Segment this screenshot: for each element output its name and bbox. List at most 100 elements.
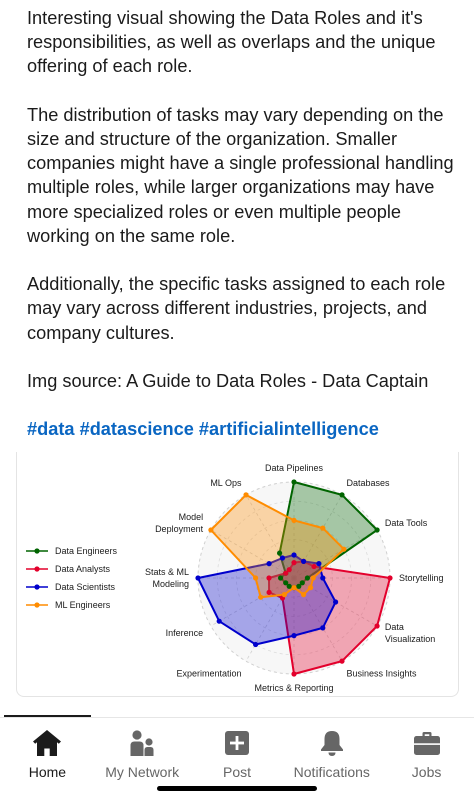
bell-icon xyxy=(320,731,343,756)
radar-axis-label: Metrics & Reporting xyxy=(254,683,333,693)
radar-data-point xyxy=(308,585,314,591)
radar-spoke xyxy=(293,577,343,662)
radar-data-point xyxy=(320,525,326,531)
radar-axis-label: Storytelling xyxy=(399,573,444,583)
radar-chart: Data Pipelines Databases Data Tools Storyte… xyxy=(26,463,444,693)
legend-marker xyxy=(34,548,40,554)
nav-notifications[interactable]: Notifications xyxy=(284,718,379,799)
radar-data-point xyxy=(299,580,305,586)
radar-spoke xyxy=(210,577,295,627)
radar-axis-label: Model Deployment xyxy=(155,512,204,534)
radar-data-point xyxy=(320,575,326,581)
radar-data-point xyxy=(283,570,289,576)
legend-marker xyxy=(34,566,40,572)
radar-data-point xyxy=(387,575,393,581)
radar-data-point xyxy=(286,567,292,573)
radar-data-point xyxy=(341,546,347,552)
legend-marker xyxy=(34,584,40,590)
radar-data-point xyxy=(339,658,345,664)
radar-data-point xyxy=(266,589,272,595)
hashtag-link[interactable]: #artificialintelligence xyxy=(198,419,379,440)
radar-data-point xyxy=(301,592,307,598)
post-paragraph: Additionally, the specific tasks assigne… xyxy=(27,274,446,343)
nav-post[interactable]: Post xyxy=(190,718,285,799)
post-image[interactable]: Data Pipelines Databases Data Tools Storyte… xyxy=(16,452,459,697)
radar-data-point xyxy=(278,575,284,581)
radar-axis-label: Business Insights xyxy=(347,669,418,679)
nav-label: My Network xyxy=(105,764,180,780)
radar-data-point xyxy=(283,580,289,586)
radar-data-point xyxy=(291,479,297,485)
radar-data-point xyxy=(316,561,322,567)
post-paragraph: The distribution of tasks may vary depen… xyxy=(27,104,454,246)
radar-data-point xyxy=(253,575,259,581)
nav-label: Notifications xyxy=(293,764,370,780)
nav-label: Home xyxy=(28,764,67,780)
radar-axis-label: Inference xyxy=(166,628,204,638)
radar-data-point xyxy=(279,555,286,561)
radar-data-point xyxy=(277,550,283,556)
radar-data-point xyxy=(216,618,222,624)
radar-axis-label: Experimentation xyxy=(176,669,241,679)
home-icon xyxy=(33,730,62,756)
radar-data-point xyxy=(320,625,326,631)
nav-home[interactable]: Home xyxy=(0,718,95,799)
radar-spoke xyxy=(293,529,378,579)
radar-data-point xyxy=(310,575,316,581)
hashtag-link[interactable]: #data xyxy=(27,419,75,440)
radar-axis-label: Stats & ML Modeling xyxy=(145,567,189,589)
bottom-nav: Home My Network Post Notifications J xyxy=(0,718,474,799)
radar-data-point xyxy=(374,623,380,629)
radar-axis-label: Data Visualization xyxy=(385,622,435,644)
post-paragraph: Img source: A Guide to Data Roles - Data… xyxy=(27,371,429,391)
radar-grid-ring xyxy=(216,500,372,656)
legend-label: Data Scientists xyxy=(55,582,116,592)
home-indicator xyxy=(157,786,317,791)
nav-jobs[interactable]: Jobs xyxy=(379,718,474,799)
radar-data-point xyxy=(291,633,297,639)
people-icon xyxy=(130,730,154,756)
legend-label: Data Engineers xyxy=(55,546,118,556)
post-text: Interesting visual showing the Data Role… xyxy=(27,6,467,442)
radar-data-point xyxy=(253,641,259,648)
radar-data-point xyxy=(296,583,302,589)
radar-spoke xyxy=(210,529,295,579)
active-tab-indicator xyxy=(4,715,91,717)
legend-label: Data Analysts xyxy=(55,564,111,574)
radar-data-point xyxy=(291,560,297,566)
hashtags: #data #datascience #artificialintelligen… xyxy=(27,417,467,441)
hashtag-link[interactable]: #datascience xyxy=(79,419,194,440)
radar-data-point xyxy=(291,552,297,558)
radar-data-point xyxy=(286,583,292,589)
radar-data-point xyxy=(339,492,345,498)
radar-data-point xyxy=(291,585,297,591)
radar-data-point xyxy=(311,563,317,570)
nav-label: Post xyxy=(222,764,251,780)
briefcase-icon xyxy=(413,732,440,755)
radar-data-point xyxy=(266,575,272,581)
radar-axis-label: Databases xyxy=(347,478,391,488)
post-paragraph: Interesting visual showing the Data Role… xyxy=(27,8,436,77)
radar-data-point xyxy=(208,527,214,533)
radar-data-point xyxy=(195,575,201,581)
radar-data-point xyxy=(291,671,297,677)
legend-marker xyxy=(34,602,40,608)
radar-data-point xyxy=(243,492,249,498)
radar-data-point xyxy=(258,594,264,600)
radar-data-point xyxy=(291,517,297,523)
nav-my-network[interactable]: My Network xyxy=(95,718,190,799)
radar-data-point xyxy=(304,575,310,581)
radar-axis-label: Data Tools xyxy=(385,518,428,528)
bottom-nav-divider xyxy=(0,717,474,718)
radar-data-point xyxy=(374,527,380,533)
radar-data-point xyxy=(266,561,272,567)
radar-data-point xyxy=(301,558,307,564)
radar-spoke xyxy=(245,577,295,662)
radar-axis-label: Data Pipelines xyxy=(265,463,324,473)
radar-data-point xyxy=(281,592,287,598)
radar-data-point xyxy=(333,599,339,605)
radar-axis-label: ML Ops xyxy=(210,478,242,488)
nav-label: Jobs xyxy=(411,764,442,780)
plus-box-icon xyxy=(224,731,249,755)
legend-label: ML Engineers xyxy=(55,600,111,610)
